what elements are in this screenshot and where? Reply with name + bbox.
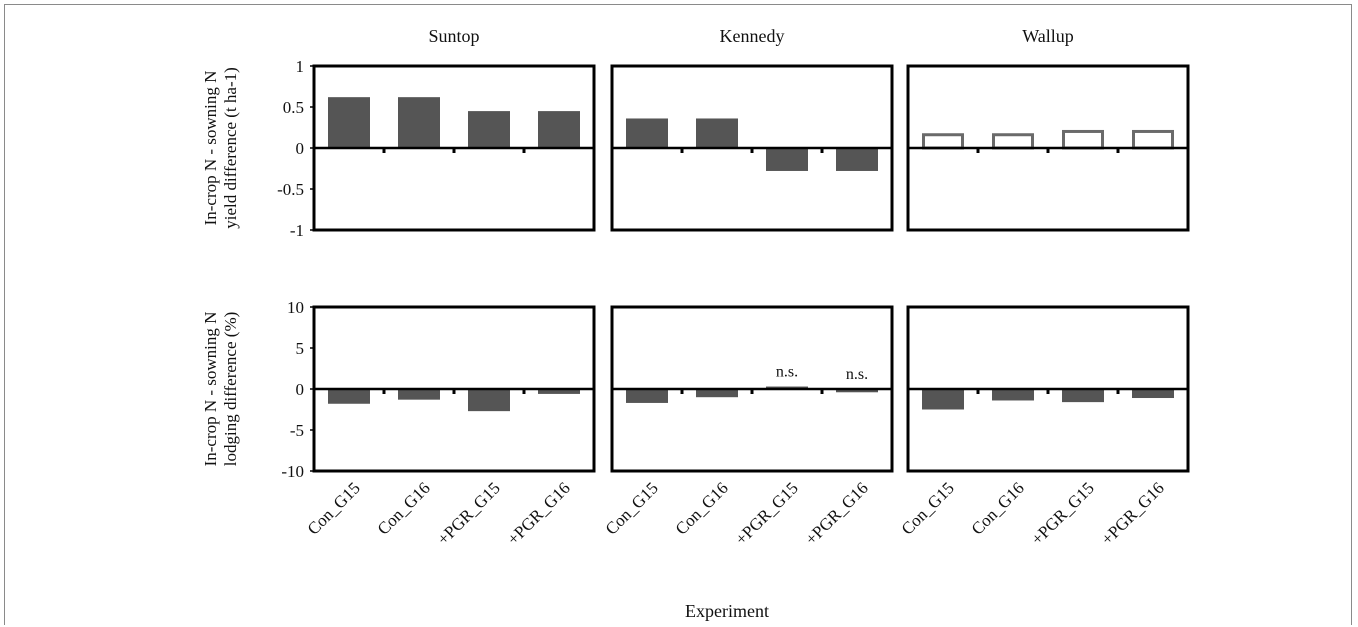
plot-frame-suntop-row2 — [312, 305, 596, 473]
row2-y-tick-label: 5 — [296, 339, 305, 358]
bar-suntop-row1-con-g15 — [328, 97, 370, 148]
row1-y-tick-label: 1 — [296, 57, 305, 76]
x-tick-label-kennedy-con-g15: Con_G15 — [602, 478, 662, 538]
bar-wallup-row1-pgr-g15 — [1062, 129, 1104, 150]
row2-y-tick-label: 0 — [296, 380, 305, 399]
row1-y-axis-label-line-1: In-crop N - sowning N — [201, 71, 220, 226]
plot-frame-suntop-row1 — [312, 64, 596, 232]
bar-kennedy-row2-con-g15 — [626, 389, 668, 403]
bar-kennedy-row1-pgr-g15 — [766, 148, 808, 171]
bar-suntop-row2-con-g15 — [328, 389, 370, 404]
x-tick-label-kennedy-pgr-g16: +PGR_G16 — [802, 478, 872, 548]
bar-wallup-row2-con-g16 — [992, 389, 1034, 401]
x-tick-label-wallup-pgr-g16: +PGR_G16 — [1098, 478, 1168, 548]
figure-frame — [4, 4, 1352, 625]
bar-wallup-row1-con-g15 — [922, 133, 964, 150]
row1-y-axis-label: In-crop N - sowning Nyield difference (t… — [201, 67, 240, 229]
plot-frame-wallup-row1 — [906, 64, 1190, 232]
bar-kennedy-row2-pgr-g16 — [836, 389, 878, 393]
row2-y-axis-label-line-2: lodging difference (%) — [221, 312, 240, 467]
panel-title-suntop: Suntop — [428, 26, 479, 46]
bar-suntop-row2-pgr-g16 — [538, 389, 580, 394]
bar-wallup-row1-con-g16 — [992, 133, 1034, 150]
bar-suntop-row1-pgr-g15 — [468, 111, 510, 148]
annotation-ns: n.s. — [776, 364, 798, 381]
panel-title-kennedy: Kennedy — [720, 26, 785, 46]
x-tick-label-suntop-pgr-g16: +PGR_G16 — [504, 478, 574, 548]
bar-wallup-row2-pgr-g16 — [1132, 389, 1174, 399]
x-tick-label-wallup-con-g15: Con_G15 — [898, 478, 958, 538]
row1-y-tick-label: -0.5 — [277, 180, 304, 199]
x-tick-label-wallup-con-g16: Con_G16 — [968, 478, 1028, 538]
row1-y-tick-label: 0 — [296, 139, 305, 158]
bar-suntop-row1-con-g16 — [398, 97, 440, 148]
bar-wallup-row1-pgr-g16 — [1132, 129, 1174, 150]
x-tick-label-wallup-pgr-g15: +PGR_G15 — [1028, 478, 1098, 548]
row2-y-tick-label: 10 — [287, 298, 304, 317]
row2-y-axis-label-line-1: In-crop N - sowning N — [201, 312, 220, 467]
annotation-ns: n.s. — [846, 366, 868, 383]
bar-kennedy-row1-pgr-g16 — [836, 148, 878, 171]
row1-y-axis-label-line-2: yield difference (t ha-1) — [221, 67, 240, 229]
row2-y-axis-label: In-crop N - sowning Nlodging difference … — [201, 312, 240, 467]
bar-kennedy-row1-con-g15 — [626, 118, 668, 148]
bar-suntop-row2-con-g16 — [398, 389, 440, 400]
row1-y-tick-label: -1 — [290, 221, 304, 240]
row1-y-tick-label: 0.5 — [283, 98, 304, 117]
x-tick-label-suntop-pgr-g15: +PGR_G15 — [434, 478, 504, 548]
x-tick-label-suntop-con-g15: Con_G15 — [304, 478, 364, 538]
bar-suntop-row1-pgr-g16 — [538, 111, 580, 148]
bar-wallup-row2-con-g15 — [922, 389, 964, 410]
panel-title-wallup: Wallup — [1022, 26, 1074, 46]
plot-frame-wallup-row2 — [906, 305, 1190, 473]
x-tick-label-kennedy-con-g16: Con_G16 — [672, 478, 732, 538]
bar-suntop-row2-pgr-g15 — [468, 389, 510, 412]
plot-frame-kennedy-row2 — [610, 305, 894, 473]
row2-y-tick-label: -10 — [281, 462, 304, 481]
x-axis-title: Experiment — [685, 601, 769, 621]
bar-kennedy-row2-con-g16 — [696, 389, 738, 398]
x-tick-label-suntop-con-g16: Con_G16 — [374, 478, 434, 538]
x-tick-label-kennedy-pgr-g15: +PGR_G15 — [732, 478, 802, 548]
bar-wallup-row2-pgr-g15 — [1062, 389, 1104, 403]
plot-frame-kennedy-row1 — [610, 64, 894, 232]
bar-kennedy-row1-con-g16 — [696, 118, 738, 148]
row2-y-tick-label: -5 — [290, 421, 304, 440]
